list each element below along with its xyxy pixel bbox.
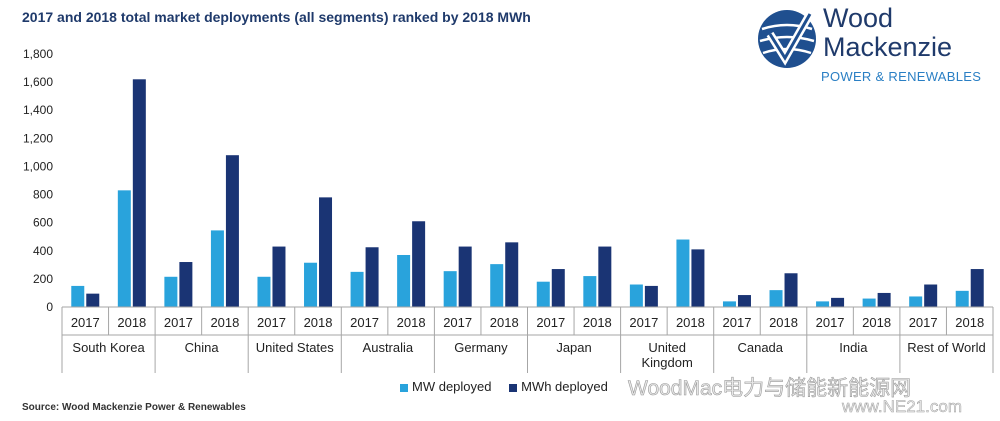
bar-mwh (784, 273, 798, 307)
bar-mw (257, 276, 271, 307)
year-label: 2017 (257, 315, 286, 330)
bar-mw (210, 230, 224, 307)
checkmark-globe-icon (758, 10, 816, 68)
year-label: 2018 (769, 315, 798, 330)
bar-mw (71, 285, 85, 307)
bar-mw (676, 239, 690, 307)
year-label: 2018 (117, 315, 146, 330)
legend-label-mw: MW deployed (412, 379, 492, 394)
group-label: India (839, 340, 868, 355)
brand-name-line2: Mackenzie (823, 32, 953, 62)
bar-mw (350, 271, 364, 307)
year-label: 2018 (304, 315, 333, 330)
bar-mw (536, 281, 550, 307)
bar-mwh (319, 197, 333, 307)
legend-item-mw: MW deployed (400, 379, 491, 394)
bar-mwh (179, 262, 193, 307)
y-tick-label: 1,000 (23, 159, 53, 173)
legend-swatch-mw (400, 383, 408, 392)
y-tick-label: 600 (33, 216, 53, 230)
bar-mwh (365, 247, 379, 307)
source-note: Source: Wood Mackenzie Power & Renewable… (22, 402, 246, 413)
bar-mwh (458, 246, 472, 307)
bar-mwh (691, 249, 705, 307)
group-label: South Korea (72, 340, 145, 355)
year-label: 2017 (536, 315, 565, 330)
year-label: 2018 (583, 315, 612, 330)
bar-mw (583, 276, 597, 307)
group-label: United States (256, 340, 335, 355)
bar-mw (955, 290, 969, 307)
bar-mw (117, 190, 131, 307)
year-label: 2017 (71, 315, 100, 330)
brand-subtitle: POWER & RENEWABLES (821, 69, 982, 84)
group-label: Australia (363, 340, 414, 355)
bar-mw (164, 276, 178, 307)
legend-swatch-mwh (509, 383, 518, 392)
legend: MW deployed MWh deployed (400, 379, 622, 394)
y-tick-label: 200 (33, 272, 53, 286)
y-tick-label: 1,200 (23, 131, 53, 145)
y-tick-label: 0 (46, 300, 53, 314)
bar-mwh (644, 285, 658, 307)
bar-mwh (272, 246, 286, 307)
group-label: Germany (454, 340, 508, 355)
legend-item-mwh: MWh deployed (509, 379, 608, 394)
group-label: Canada (737, 340, 783, 355)
bar-mwh (737, 295, 751, 307)
year-label: 2017 (350, 315, 379, 330)
group-label: Japan (556, 340, 591, 355)
bar-mw (304, 262, 318, 307)
group-label: China (185, 340, 220, 355)
year-label: 2018 (862, 315, 891, 330)
bar-mw (862, 298, 876, 307)
bar-mwh (831, 297, 845, 307)
year-label: 2018 (210, 315, 239, 330)
bar-mwh (132, 79, 146, 307)
year-label: 2017 (443, 315, 472, 330)
y-tick-label: 400 (33, 244, 53, 258)
brand-name: Wood Mackenzie (823, 4, 952, 62)
year-label: 2018 (955, 315, 984, 330)
year-label: 2017 (816, 315, 845, 330)
watermark-text: WoodMac电力与储能新能源网 (628, 377, 912, 401)
year-label: 2017 (723, 315, 752, 330)
bar-mw (443, 271, 457, 307)
bar-mw (769, 290, 783, 307)
bar-mwh (970, 269, 984, 307)
year-label: 2018 (397, 315, 426, 330)
bar-mwh (598, 246, 612, 307)
year-label: 2017 (629, 315, 658, 330)
y-tick-label: 1,800 (23, 47, 53, 61)
y-tick-label: 1,600 (23, 75, 53, 89)
bar-mw (909, 296, 923, 307)
y-tick-label: 1,400 (23, 103, 53, 117)
group-label: United (648, 340, 686, 355)
year-label: 2017 (909, 315, 938, 330)
bar-mwh (877, 292, 891, 307)
bar-mwh (551, 269, 565, 307)
bar-mwh (225, 155, 239, 307)
bar-mw (397, 254, 411, 307)
bar-mwh (412, 221, 426, 307)
watermark-url: www.NE21.com (842, 397, 962, 417)
bar-mw (629, 284, 643, 307)
bar-mwh (86, 293, 100, 307)
year-label: 2018 (676, 315, 705, 330)
brand-name-line1: Wood (823, 3, 894, 33)
bar-mw (722, 301, 736, 307)
bar-mw (816, 301, 830, 307)
bar-mwh (505, 242, 519, 307)
bar-mwh (924, 284, 938, 307)
group-label: Rest of World (907, 340, 986, 355)
brand-logo: Wood Mackenzie POWER & RENEWABLES (756, 4, 992, 96)
year-label: 2018 (490, 315, 519, 330)
legend-label-mwh: MWh deployed (521, 379, 608, 394)
group-label: Kingdom (641, 355, 692, 370)
y-tick-label: 800 (33, 188, 53, 202)
chart-title: 2017 and 2018 total market deployments (… (22, 9, 531, 25)
bar-mw (490, 264, 504, 307)
year-label: 2017 (164, 315, 193, 330)
